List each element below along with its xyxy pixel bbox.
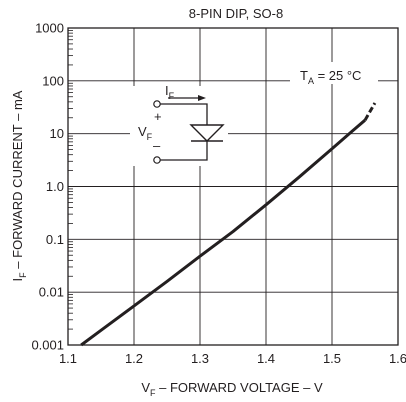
inset-current-label: IF: [165, 83, 175, 101]
diode-schematic-inset: IF + VF –: [130, 83, 228, 166]
inset-voltage-label: VF: [138, 124, 153, 142]
anode-wire: [160, 103, 208, 125]
anode-terminal-icon: [153, 100, 161, 108]
inset-background: [130, 86, 228, 166]
current-arrow-head-icon: [198, 95, 206, 101]
y-tick-label: 1.0: [46, 179, 64, 194]
tick-layer: 1.1 1.2 1.3 1.4 1.5 1.6 0.001 0.01 0.1 1.0 10 100 10…: [31, 21, 406, 367]
cathode-terminal-icon: [153, 156, 161, 164]
x-tick-label: 1.5: [323, 351, 341, 366]
forward-current-curve-extension: [363, 102, 377, 121]
condition-label: TA = 25 °C: [300, 68, 361, 86]
inset-plus-label: +: [154, 109, 162, 124]
diode-symbol-icon: [189, 124, 225, 142]
x-tick-label: 1.3: [191, 351, 209, 366]
y-tick-label: 0.1: [46, 232, 64, 247]
x-tick-label: 1.6: [389, 351, 406, 366]
x-axis-label: VF – FORWARD VOLTAGE – V: [141, 380, 323, 398]
forward-current-curve: [80, 119, 366, 347]
y-tick-label: 100: [42, 73, 64, 88]
y-tick-label: 0.001: [31, 338, 64, 353]
y-tick-label: 1000: [35, 21, 64, 36]
condition-label-background: [290, 62, 378, 84]
chart-title: 8-PIN DIP, SO-8: [189, 6, 283, 21]
inset-minus-label: –: [153, 138, 161, 153]
cathode-wire: [160, 141, 208, 161]
series-layer: [80, 102, 377, 347]
x-tick-label: 1.4: [257, 351, 275, 366]
y-axis-label: IF – FORWARD CURRENT – mA: [10, 90, 28, 281]
x-tick-label: 1.1: [59, 351, 77, 366]
y-tick-label: 0.01: [39, 285, 64, 300]
y-tick-label: 10: [50, 126, 64, 141]
x-tick-label: 1.2: [125, 351, 143, 366]
